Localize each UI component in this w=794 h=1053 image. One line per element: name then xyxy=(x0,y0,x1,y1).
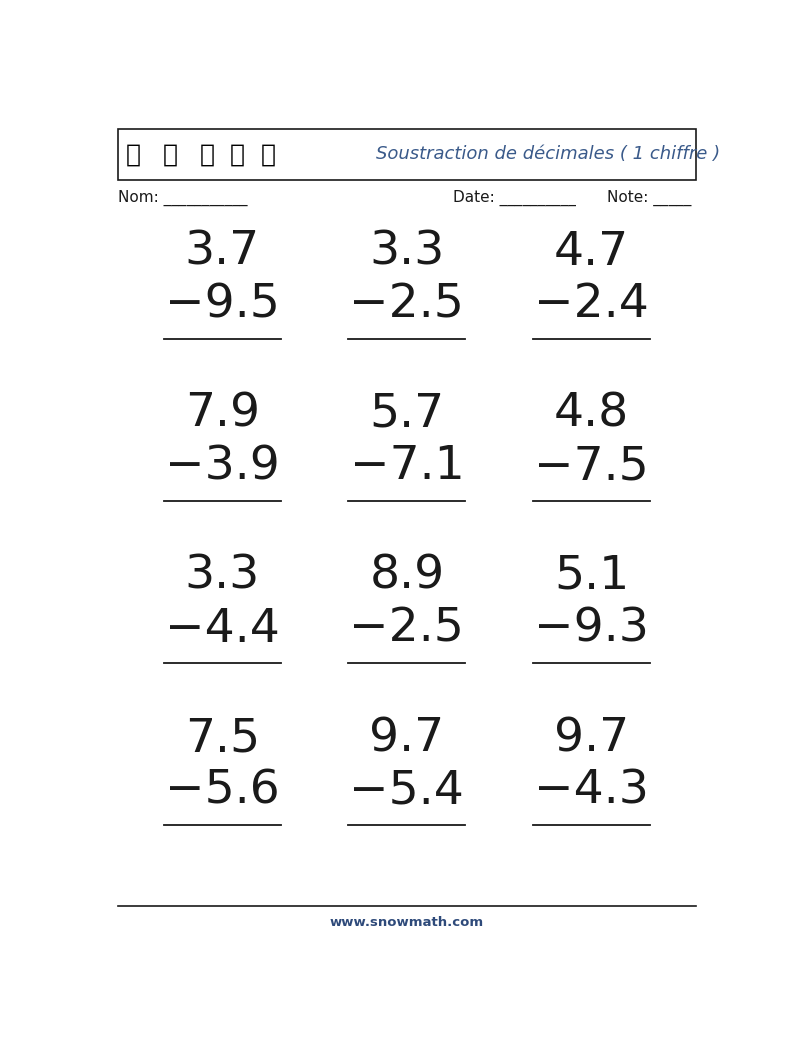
Text: −9.5: −9.5 xyxy=(165,282,279,327)
Text: −3.9: −3.9 xyxy=(165,444,279,490)
Text: 🎤: 🎤 xyxy=(230,142,245,166)
Bar xyxy=(118,128,696,180)
Text: −7.1: −7.1 xyxy=(349,444,464,490)
Text: 7.9: 7.9 xyxy=(185,392,260,437)
Text: Soustraction de décimales ( 1 chiffre ): Soustraction de décimales ( 1 chiffre ) xyxy=(376,145,720,163)
Text: 9.7: 9.7 xyxy=(554,716,629,761)
Text: −2.4: −2.4 xyxy=(534,282,649,327)
Text: −4.3: −4.3 xyxy=(534,769,649,814)
Text: 5.7: 5.7 xyxy=(369,392,445,437)
Text: 3.3: 3.3 xyxy=(185,554,260,599)
Text: 8.9: 8.9 xyxy=(369,554,445,599)
Text: Note: _____: Note: _____ xyxy=(607,190,692,205)
Text: −5.6: −5.6 xyxy=(165,769,279,814)
Text: www.snowmath.com: www.snowmath.com xyxy=(330,916,484,929)
Text: −5.4: −5.4 xyxy=(349,769,464,814)
Text: Date: __________: Date: __________ xyxy=(453,190,576,205)
Text: −2.5: −2.5 xyxy=(349,607,464,652)
Text: −7.5: −7.5 xyxy=(534,444,649,490)
Text: 📷: 📷 xyxy=(199,142,214,166)
Text: −2.5: −2.5 xyxy=(349,282,464,327)
Text: 3.3: 3.3 xyxy=(369,230,445,275)
Text: 9.7: 9.7 xyxy=(369,716,445,761)
Text: −4.4: −4.4 xyxy=(165,607,279,652)
Text: 7.5: 7.5 xyxy=(185,716,260,761)
Text: 4.8: 4.8 xyxy=(554,392,629,437)
Text: 🏰: 🏰 xyxy=(163,142,178,166)
Text: 🎂: 🎂 xyxy=(125,142,141,166)
Text: 4.7: 4.7 xyxy=(554,230,629,275)
Text: 5.1: 5.1 xyxy=(554,554,629,599)
Text: −9.3: −9.3 xyxy=(534,607,649,652)
Text: Nom: ___________: Nom: ___________ xyxy=(118,190,247,205)
Text: 3.7: 3.7 xyxy=(185,230,260,275)
Text: 🎀: 🎀 xyxy=(261,142,276,166)
